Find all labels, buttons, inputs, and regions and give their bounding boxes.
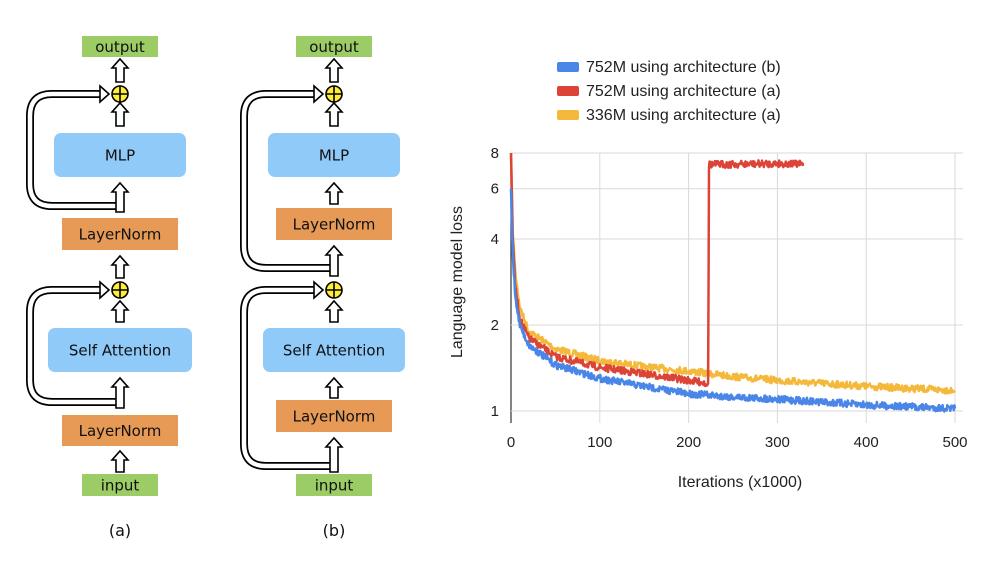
self-attention-block-label: Self Attention: [69, 342, 171, 360]
arrow-up-icon: [110, 376, 130, 409]
architecture-b-diagram: output MLP LayerNorm Self Attention LayerNor…: [240, 36, 405, 496]
x-tick-label: 500: [942, 434, 967, 451]
mlp-block-box: [54, 133, 186, 177]
x-axis-label: Iterations (x1000): [678, 474, 803, 491]
series-line-2: [509, 152, 956, 395]
add-icon-cross: [112, 282, 128, 298]
x-tick-label: 200: [676, 434, 701, 451]
self-attention-block-box: [263, 328, 405, 372]
arrow-up-icon: [324, 101, 344, 127]
output-block-box: [296, 36, 372, 57]
input-block-box: [296, 474, 372, 496]
y-tick-label: 6: [491, 181, 499, 198]
legend-swatch: [557, 110, 579, 120]
ticks: 0 100 200 300 400 500 1 2 4 6 8: [491, 145, 968, 451]
skip-connection: [240, 90, 332, 272]
arrow-up-icon: [324, 376, 344, 399]
arrow-up-icon: [324, 181, 344, 205]
arrow-right-icon: [313, 280, 325, 300]
legend: 752M using architecture (b) 752M using ar…: [557, 59, 781, 124]
mlp-block-label: MLP: [105, 147, 135, 165]
series-lines: [509, 152, 957, 413]
add-icon-cross: [326, 282, 342, 298]
series-line-0: [509, 188, 957, 413]
layernorm-block-1-label: LayerNorm: [293, 408, 376, 426]
add-icon-cross: [326, 86, 342, 102]
arrow-right-icon: [99, 84, 111, 104]
input-block-label: input: [315, 477, 354, 495]
layernorm-block-2-box: [276, 208, 392, 240]
self-attention-block-box: [48, 328, 192, 372]
legend-label: 752M using architecture (b): [586, 59, 781, 76]
series-line-1: [509, 152, 805, 388]
legend-label: 752M using architecture (a): [586, 83, 781, 100]
layernorm-block-1-box: [62, 415, 178, 446]
arrow-up-icon: [324, 244, 344, 277]
add-icon-cross: [112, 86, 128, 102]
arrow-up-icon: [110, 449, 130, 473]
input-block-box: [82, 474, 158, 496]
grid: [510, 152, 963, 423]
arrow-right-icon: [313, 84, 325, 104]
output-block-box: [82, 36, 158, 57]
output-block-label: output: [309, 38, 359, 56]
arrow-up-icon: [324, 299, 344, 323]
mlp-block-label: MLP: [319, 147, 349, 165]
legend-label: 336M using architecture (a): [586, 107, 781, 124]
layernorm-block-2-box: [62, 218, 178, 250]
skip-connection: [240, 286, 332, 470]
self-attention-block-label: Self Attention: [283, 342, 385, 360]
arrow-up-icon: [110, 254, 130, 279]
x-tick-label: 100: [587, 434, 612, 451]
x-tick-label: 400: [854, 434, 879, 451]
arrow-up-icon: [110, 181, 130, 213]
arrow-up-icon: [110, 57, 130, 83]
loss-chart: 0 100 200 300 400 500 1 2 4 6 8 752M using archite…: [449, 59, 968, 491]
caption-a: (a): [109, 521, 131, 540]
y-axis-label: Language model loss: [449, 206, 466, 358]
layernorm-block-2-label: LayerNorm: [79, 226, 162, 244]
arrow-up-icon: [110, 101, 130, 127]
legend-swatch: [557, 62, 579, 72]
y-tick-label: 1: [491, 403, 499, 420]
x-tick-label: 0: [507, 434, 515, 451]
x-tick-label: 300: [765, 434, 790, 451]
mlp-block-box: [268, 133, 400, 177]
layernorm-block-1-label: LayerNorm: [79, 422, 162, 440]
y-tick-label: 4: [491, 231, 499, 248]
y-tick-label: 8: [491, 145, 499, 162]
layernorm-block-1-box: [276, 400, 392, 432]
output-block-label: output: [95, 38, 145, 56]
arrow-up-icon: [324, 57, 344, 83]
y-tick-label: 2: [491, 317, 499, 334]
input-block-label: input: [101, 477, 140, 495]
arrow-up-icon: [324, 436, 344, 473]
caption-b: (b): [323, 521, 346, 540]
arrow-right-icon: [99, 280, 111, 300]
legend-swatch: [557, 86, 579, 96]
architecture-a-diagram: output MLP LayerNorm Self Attention LayerNor…: [26, 36, 192, 496]
layernorm-block-2-label: LayerNorm: [293, 216, 376, 234]
arrow-up-icon: [110, 299, 130, 323]
